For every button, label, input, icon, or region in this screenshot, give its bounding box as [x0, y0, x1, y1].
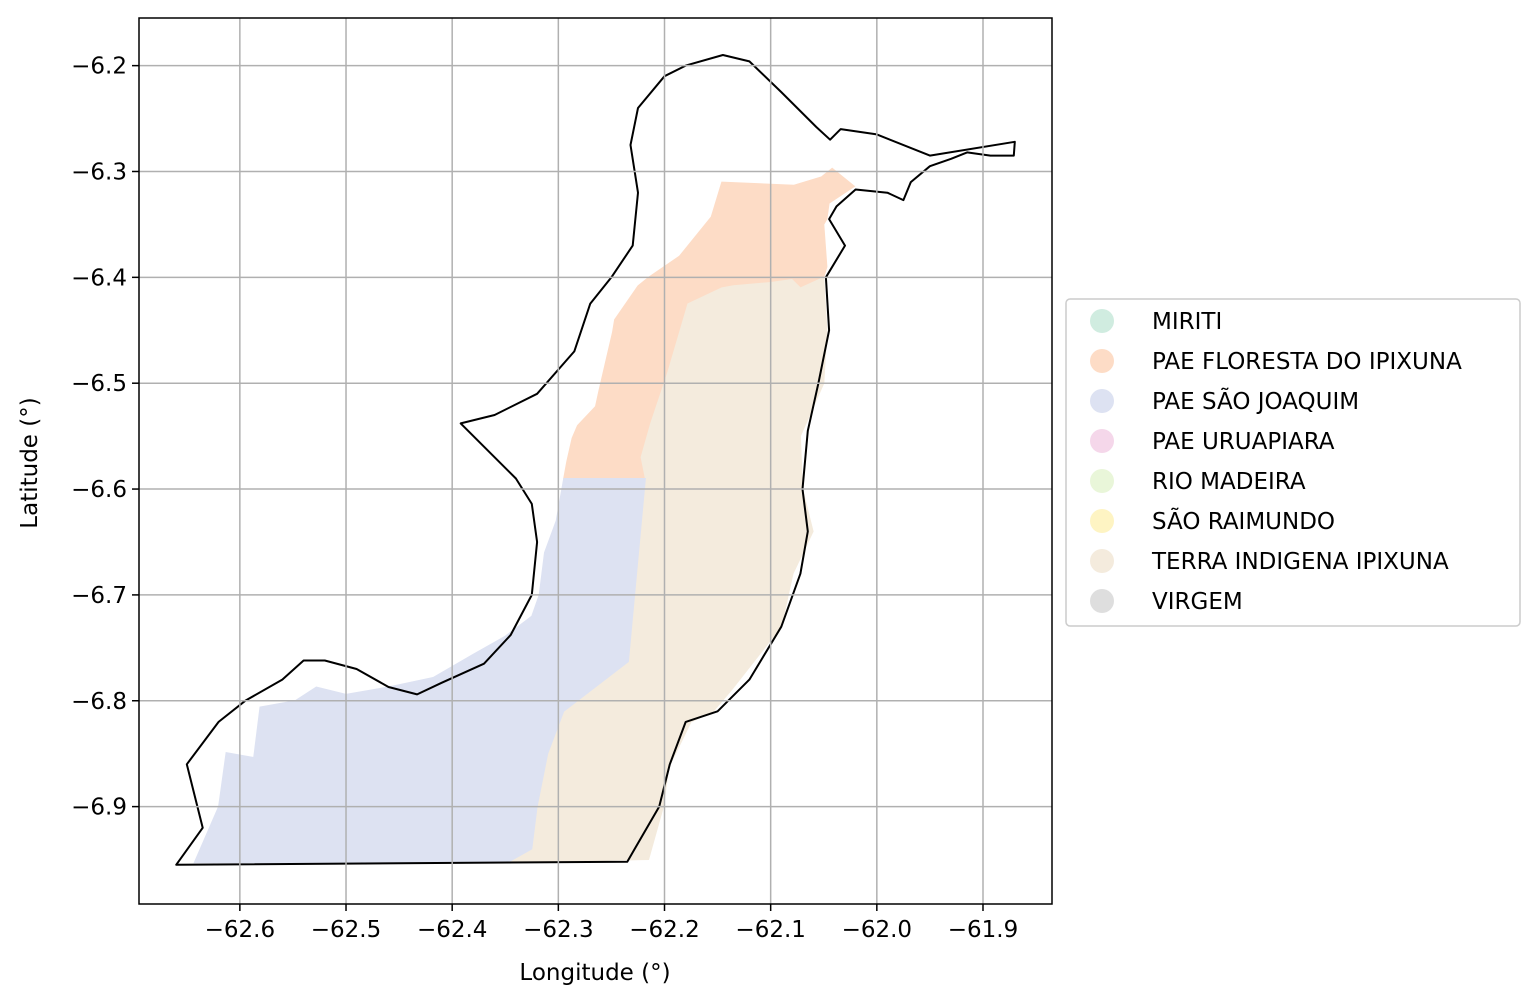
x-tick-label: −62.0	[842, 917, 912, 943]
map-regions	[193, 167, 856, 864]
y-tick-label: −6.7	[71, 583, 127, 609]
axis-ticks: −62.6 −62.5 −62.4 −62.3 −62.2 −62.1 −62.0 −61.9…	[71, 54, 1018, 943]
legend-box	[1065, 298, 1521, 627]
legend-label: VIRGEM	[1152, 589, 1243, 615]
x-tick-label: −61.9	[948, 917, 1018, 943]
x-tick-label: −62.2	[629, 917, 699, 943]
legend-label: RIO MADEIRA	[1152, 469, 1306, 495]
x-tick-label: −62.1	[735, 917, 805, 943]
y-tick-label: −6.9	[71, 795, 127, 821]
legend-marker	[1090, 429, 1114, 453]
y-tick-label: −6.4	[71, 265, 127, 291]
legend-marker	[1090, 549, 1114, 573]
legend-label: TERRA INDIGENA IPIXUNA	[1151, 549, 1449, 575]
y-tick-label: −6.3	[71, 159, 127, 185]
legend-marker	[1090, 509, 1114, 533]
legend-marker	[1090, 589, 1114, 613]
x-tick-label: −62.6	[205, 917, 275, 943]
region-pae-s-o-joaquim	[193, 478, 646, 864]
legend-marker	[1090, 309, 1114, 333]
x-axis-label: Longitude (°)	[519, 960, 670, 986]
plot-frame	[138, 17, 1053, 905]
legend-label: PAE URUAPIARA	[1152, 429, 1335, 455]
y-tick-label: −6.8	[71, 689, 127, 715]
legend: MIRITI PAE FLORESTA DO IPIXUNA PAE SÃO JOA…	[1065, 298, 1521, 627]
municipality-outline	[175, 54, 1016, 866]
legend-label: SÃO RAIMUNDO	[1152, 507, 1335, 535]
y-axis-label: Latitude (°)	[17, 397, 43, 528]
legend-label: MIRITI	[1152, 309, 1222, 335]
y-tick-label: −6.6	[71, 477, 127, 503]
legend-label: PAE FLORESTA DO IPIXUNA	[1152, 349, 1462, 375]
x-tick-label: −62.3	[523, 917, 593, 943]
x-tick-label: −62.5	[311, 917, 381, 943]
map-grid	[139, 18, 1052, 904]
map-outline-layer	[175, 54, 1016, 866]
legend-marker	[1090, 469, 1114, 493]
legend-marker	[1090, 389, 1114, 413]
legend-label: PAE SÃO JOAQUIM	[1152, 387, 1359, 415]
y-tick-label: −6.5	[71, 371, 127, 397]
x-tick-label: −62.4	[417, 917, 487, 943]
legend-marker	[1090, 349, 1114, 373]
y-tick-label: −6.2	[71, 54, 127, 80]
